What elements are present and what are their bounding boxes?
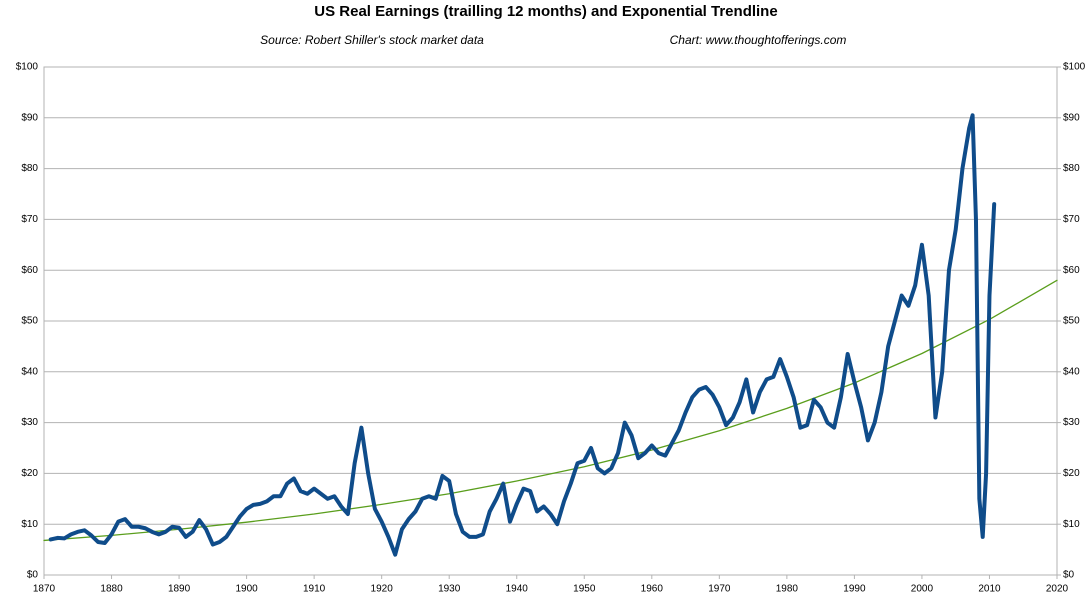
- line: [43, 279, 1058, 542]
- y-tick-label: $10: [21, 519, 38, 530]
- x-tick-label: 1970: [708, 584, 731, 595]
- x-tick-label: 1920: [371, 584, 394, 595]
- y2-tick-label: $90: [1063, 112, 1080, 123]
- x-tick-label: 1950: [573, 584, 596, 595]
- y2-tick-label: $50: [1063, 316, 1080, 327]
- x-tick-label: 1890: [168, 584, 191, 595]
- x-tick-label: 1910: [303, 584, 326, 595]
- y-tick-label: $20: [21, 468, 38, 479]
- y-tick-label: $0: [27, 570, 39, 581]
- y2-tick-label: $100: [1063, 62, 1086, 73]
- y-tick-label: $90: [21, 112, 38, 123]
- y-tick-label: $70: [21, 214, 38, 225]
- x-tick-label: 2010: [978, 584, 1001, 595]
- y-tick-label: $40: [21, 366, 38, 377]
- x-tick-label: 1990: [843, 584, 866, 595]
- y-tick-label: $100: [16, 62, 39, 73]
- y-tick-label: $60: [21, 265, 38, 276]
- x-tick-label: 1870: [33, 584, 56, 595]
- x-tick-label: 1960: [641, 584, 664, 595]
- y2-tick-label: $0: [1063, 570, 1075, 581]
- x-tick-label: 1880: [100, 584, 123, 595]
- x-tick-label: 1940: [506, 584, 529, 595]
- x-tick-label: 2020: [1046, 584, 1069, 595]
- x-tick-label: 1930: [438, 584, 461, 595]
- y2-tick-label: $60: [1063, 265, 1080, 276]
- y2-tick-label: $20: [1063, 468, 1080, 479]
- y-tick-label: $30: [21, 417, 38, 428]
- y-tick-label: $50: [21, 316, 38, 327]
- y2-tick-label: $40: [1063, 366, 1080, 377]
- y-tick-label: $80: [21, 163, 38, 174]
- x-tick-label: 2000: [911, 584, 934, 595]
- chart-title: US Real Earnings (trailling 12 months) a…: [314, 3, 777, 20]
- line: [48, 113, 997, 557]
- x-tick-label: 1980: [776, 584, 799, 595]
- chart-subtitle: Source: Robert Shiller's stock market da…: [260, 33, 484, 47]
- chart-credit: Chart: www.thoughtofferings.com: [670, 33, 847, 47]
- y2-tick-label: $80: [1063, 163, 1080, 174]
- y2-tick-label: $70: [1063, 214, 1080, 225]
- x-tick-label: 1900: [235, 584, 258, 595]
- y2-tick-label: $10: [1063, 519, 1080, 530]
- y2-tick-label: $30: [1063, 417, 1080, 428]
